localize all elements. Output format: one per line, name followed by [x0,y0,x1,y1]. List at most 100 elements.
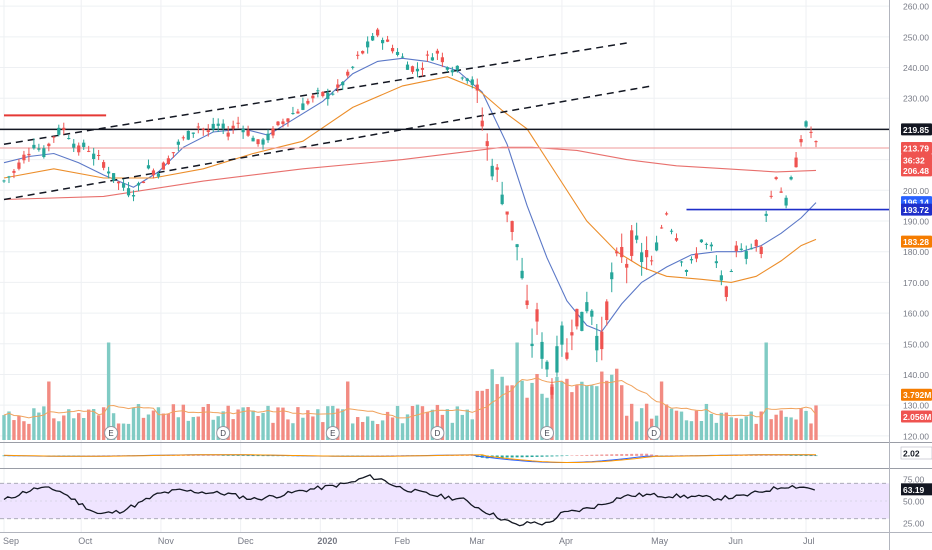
macd-histogram-bar [191,455,195,456]
volume-bar [470,419,474,440]
candle-body [211,123,215,130]
event-marker [325,426,340,440]
macd-histogram-bar [814,455,818,457]
candle-body [156,173,161,177]
volume-bar [211,419,215,440]
candle-body [630,230,634,256]
rsi-band [0,482,889,520]
macd-histogram-bar [515,455,519,458]
volume-bar [739,418,743,440]
volume-bar [600,371,604,440]
time-axis[interactable]: Sep Oct Nov Dec 2020 Feb Mar Apr May Jun Jul [3,536,815,546]
volume-bar [236,409,240,440]
volume-bar [639,408,644,440]
volume-bar [580,381,584,440]
macd-histogram-bar [645,453,649,456]
candle-body [500,194,504,205]
candle-body [251,137,255,142]
event-marker [539,426,554,440]
candle-body [625,263,629,268]
macd-histogram-bar [525,455,529,458]
volume-bar [774,414,778,440]
volume-bar [570,392,574,440]
volume-bar [475,390,479,440]
candle-body [296,111,300,114]
volume-bar [176,417,181,440]
candle-body [17,162,21,169]
candle-body [116,181,121,184]
candle-body [405,64,410,70]
price-label-text: 36:32 [903,155,925,165]
volume-bar [261,412,265,440]
candle-body [62,127,66,130]
candle-body [151,170,156,176]
rsi-line [3,474,815,527]
volume-bar [370,420,375,440]
event-marker-label: D [435,429,441,438]
volume-bar [749,411,753,440]
volume-bar [520,380,524,440]
candle-body [460,77,464,79]
macd-histogram-bar [744,455,748,456]
macd-histogram-bar [580,455,584,456]
upper-channel-line [3,42,627,146]
volume-bar [27,423,31,440]
volume-bar [271,422,275,440]
candle-body [410,66,415,72]
candle-body [724,286,728,297]
price-tick-label: 200.00 [903,186,929,196]
volume-bar [455,406,460,440]
candle-body [186,130,190,140]
price-label-text: 219.85 [903,125,929,135]
volume-bar [32,408,36,440]
volume-bar [77,413,81,440]
candle-body [739,248,743,250]
candle-body [231,125,235,129]
candle-body [495,167,499,170]
candle-body [241,128,245,133]
volume-bar [410,405,415,440]
volume-bar [624,415,629,440]
volume-bar [709,413,714,440]
candle-body [465,78,469,81]
volume-bar [196,416,200,440]
volume-bar [221,411,225,440]
price-label-box [901,388,932,401]
candle-body [191,132,195,134]
candle-body [321,91,325,97]
candle-body [216,123,220,126]
volume-bar [799,408,803,440]
time-tick-label: Dec [238,536,255,546]
volume-bar [460,414,465,440]
candle-body [331,93,335,95]
volume-bar [346,381,350,440]
rsi-value-box [901,483,932,496]
macd-histogram-bar [381,455,385,456]
volume-bar [395,405,400,440]
macd-histogram-bar [635,453,639,456]
time-tick-label: Jun [728,536,743,546]
volume-bar [440,414,445,440]
candle-body [515,244,519,248]
time-tick-label: Oct [78,536,93,546]
volume-bar [181,404,186,440]
price-tick-label: 230.00 [903,94,929,104]
candle-body [366,41,370,48]
lower-channel-line [3,85,652,201]
volume-bar [161,413,166,440]
candle-body [430,57,435,61]
candle-body [67,138,71,140]
macd-histogram-bar [271,455,275,457]
candle-body [351,66,355,68]
candle-body [535,309,539,322]
candle-body [166,158,170,165]
volume-bar [101,407,106,440]
macd-value-text: 2.02 [903,449,920,459]
volume-bar [595,386,599,440]
macd-histogram-bar [201,455,205,456]
candle-body [784,197,788,206]
rsi-tick-label: 50.00 [903,497,925,507]
macd-histogram-bar [560,455,564,457]
candle-body [664,213,669,215]
